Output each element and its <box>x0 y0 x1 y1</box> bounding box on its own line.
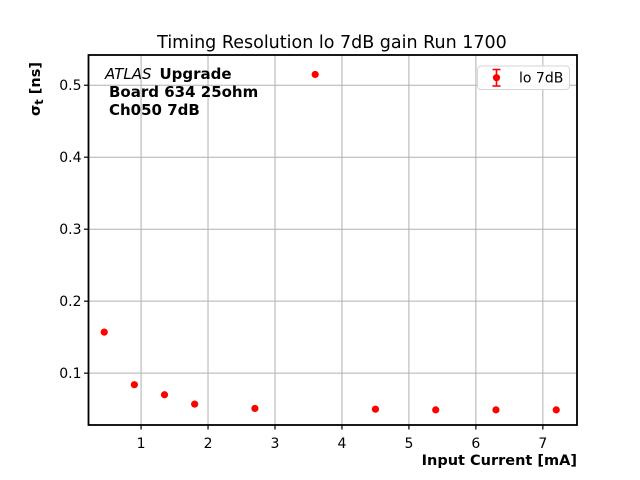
data-point <box>100 328 108 336</box>
y-axis-label: σt [ns] <box>28 62 46 116</box>
x-tick-label: 4 <box>337 436 346 452</box>
grid-layer <box>88 55 577 425</box>
data-point <box>251 404 259 413</box>
y-tick-label: 0.4 <box>59 150 81 166</box>
data-point <box>492 406 500 414</box>
x-tick-label: 1 <box>137 436 146 452</box>
data-point <box>191 400 199 408</box>
annotation-experiment-suffix: Upgrade <box>159 65 231 83</box>
legend-frame <box>477 65 570 90</box>
errorbar-legend-icon <box>492 68 501 87</box>
y-tick-label: 0.1 <box>59 366 81 382</box>
data-point <box>311 70 319 79</box>
y-axis-label-subscript: t <box>32 99 46 105</box>
x-tick-label: 3 <box>271 436 280 452</box>
data-point <box>160 391 169 399</box>
data-series-layer <box>100 70 560 414</box>
annotation-line-experiment: ATLAS Upgrade <box>104 65 232 83</box>
data-point <box>371 405 380 413</box>
annotation-line-channel: Ch050 7dB <box>109 101 200 119</box>
data-point <box>432 406 440 414</box>
x-tick-label: 6 <box>471 436 480 452</box>
y-tick-label: 0.5 <box>59 78 81 94</box>
y-axis-label-symbol: σ <box>28 105 44 116</box>
annotation-line-board: Board 634 25ohm <box>109 83 258 101</box>
legend: lo 7dB <box>477 65 570 90</box>
annotation-experiment-name: ATLAS <box>104 65 152 83</box>
data-point <box>552 406 560 414</box>
x-axis-label: Input Current [mA] <box>422 453 577 469</box>
x-tick-label: 7 <box>538 436 547 452</box>
x-tick-label: 2 <box>204 436 213 452</box>
x-tick-label: 5 <box>404 436 413 452</box>
chart-title: Timing Resolution lo 7dB gain Run 1700 <box>156 33 507 53</box>
data-point <box>130 381 138 389</box>
annotation-block: ATLAS Upgrade Board 634 25ohm Ch050 7dB <box>104 65 258 119</box>
tick-layer: 1 2 3 4 5 6 7 0.1 0.2 0.3 0.4 0.5 <box>59 78 547 452</box>
y-tick-label: 0.3 <box>59 222 81 238</box>
plot-area-border <box>87 54 578 426</box>
y-axis-label-units: [ns] <box>28 62 44 94</box>
y-tick-label: 0.2 <box>59 294 81 310</box>
legend-entry-label: lo 7dB <box>519 71 563 87</box>
